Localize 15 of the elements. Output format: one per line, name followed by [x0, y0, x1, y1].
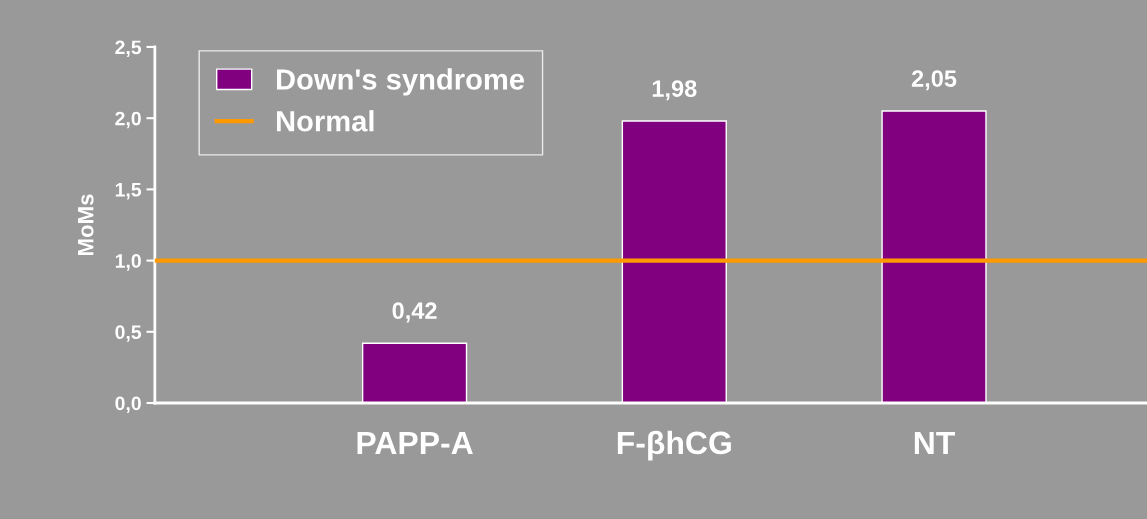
legend-label: Down's syndrome	[276, 68, 525, 96]
data-label: 1,98	[652, 80, 697, 101]
legend-label: Normal	[276, 110, 374, 132]
y-tick-label: 0,5	[115, 325, 142, 342]
x-tick-label: NT	[914, 431, 955, 454]
y-tick-label: 1,5	[115, 183, 142, 200]
data-label: 0,42	[392, 302, 437, 323]
x-tick-label: F-βhCG	[617, 430, 731, 461]
y-tick-label: 1,0	[115, 254, 141, 271]
x-tick-label: PAPP-A	[357, 431, 473, 454]
y-tick-label: 2,5	[115, 40, 142, 58]
y-tick-label: 2,0	[115, 111, 141, 129]
data-label: 2,05	[911, 70, 957, 91]
y-axis-title: MoMs	[78, 194, 94, 255]
y-tick-label: 0,0	[115, 396, 141, 414]
